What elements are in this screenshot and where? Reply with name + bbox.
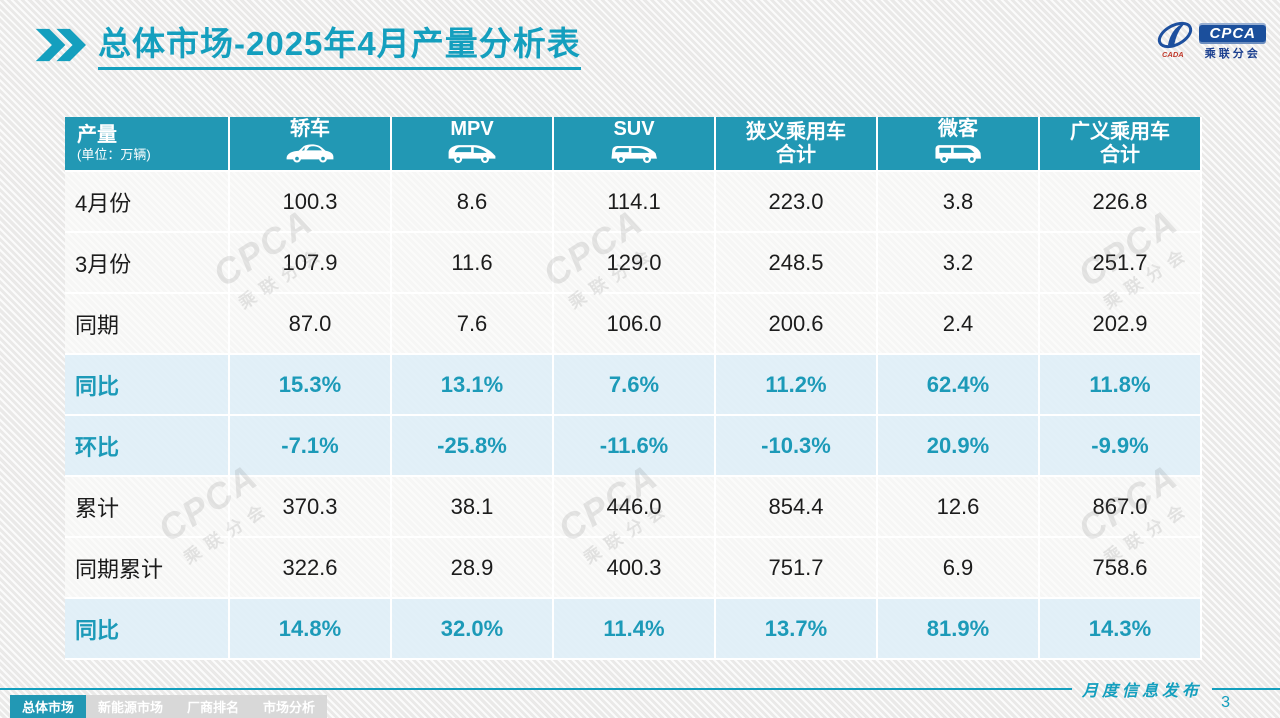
header-cell-sedan: 轿车 bbox=[230, 117, 392, 172]
data-cell: 322.6 bbox=[230, 538, 392, 599]
header-cell-mpv: MPV bbox=[392, 117, 554, 172]
data-cell: 100.3 bbox=[230, 172, 392, 233]
table-row-mom: 环比 -7.1% -25.8% -11.6% -10.3% 20.9% -9.9… bbox=[65, 416, 1202, 477]
header-cell-suv: SUV bbox=[554, 117, 716, 172]
row-label: 同期累计 bbox=[65, 538, 230, 599]
row-label: 同期 bbox=[65, 294, 230, 355]
data-cell: -9.9% bbox=[1040, 416, 1202, 477]
data-cell: 7.6 bbox=[392, 294, 554, 355]
data-cell: -11.6% bbox=[554, 416, 716, 477]
row-label: 累计 bbox=[65, 477, 230, 538]
header-cell-narrow-pv-total: 狭义乘用车 合计 bbox=[716, 117, 878, 172]
header-cell-metric: 产量 (单位：万辆) bbox=[65, 117, 230, 172]
data-cell: 107.9 bbox=[230, 233, 392, 294]
divider-line bbox=[0, 688, 1072, 690]
data-cell: 62.4% bbox=[878, 355, 1040, 416]
data-cell: 11.4% bbox=[554, 599, 716, 660]
data-cell: 11.8% bbox=[1040, 355, 1202, 416]
table-header-row: 产量 (单位：万辆) 轿车 MPV bbox=[65, 117, 1202, 172]
data-cell: 3.8 bbox=[878, 172, 1040, 233]
data-cell: 32.0% bbox=[392, 599, 554, 660]
tab-market-analysis[interactable]: 市场分析 bbox=[251, 695, 328, 718]
data-cell: 12.6 bbox=[878, 477, 1040, 538]
row-label: 3月份 bbox=[65, 233, 230, 294]
cpca-swoosh-icon: CADA bbox=[1155, 18, 1195, 65]
row-label: 同比 bbox=[65, 599, 230, 660]
table-row-cumulative: 累计 370.3 38.1 446.0 854.4 12.6 867.0 bbox=[65, 477, 1202, 538]
data-cell: -7.1% bbox=[230, 416, 392, 477]
data-cell: 202.9 bbox=[1040, 294, 1202, 355]
table-row-cumulative-yoy: 同比 14.8% 32.0% 11.4% 13.7% 81.9% 14.3% bbox=[65, 599, 1202, 660]
divider-line bbox=[1212, 688, 1280, 690]
production-table: 产量 (单位：万辆) 轿车 MPV bbox=[65, 117, 1202, 660]
data-cell: 3.2 bbox=[878, 233, 1040, 294]
data-cell: 370.3 bbox=[230, 477, 392, 538]
data-cell: 751.7 bbox=[716, 538, 878, 599]
table-row-march: 3月份 107.9 11.6 129.0 248.5 3.2 251.7 bbox=[65, 233, 1202, 294]
tab-nev-market[interactable]: 新能源市场 bbox=[86, 695, 176, 718]
data-cell: 20.9% bbox=[878, 416, 1040, 477]
microvan-icon bbox=[932, 140, 984, 169]
data-cell: 14.3% bbox=[1040, 599, 1202, 660]
data-cell: 248.5 bbox=[716, 233, 878, 294]
data-cell: 200.6 bbox=[716, 294, 878, 355]
data-cell: 81.9% bbox=[878, 599, 1040, 660]
data-cell: -25.8% bbox=[392, 416, 554, 477]
data-cell: 226.8 bbox=[1040, 172, 1202, 233]
suv-icon bbox=[608, 140, 660, 169]
data-cell: 38.1 bbox=[392, 477, 554, 538]
data-cell: 223.0 bbox=[716, 172, 878, 233]
row-label: 环比 bbox=[65, 416, 230, 477]
table-row-same-period-cumulative: 同期累计 322.6 28.9 400.3 751.7 6.9 758.6 bbox=[65, 538, 1202, 599]
page-title: 总体市场-2025年4月产量分析表 bbox=[98, 25, 581, 71]
table-row-same-period: 同期 87.0 7.6 106.0 200.6 2.4 202.9 bbox=[65, 294, 1202, 355]
tab-oem-ranking[interactable]: 厂商排名 bbox=[175, 695, 252, 718]
data-cell: 11.2% bbox=[716, 355, 878, 416]
data-cell: 400.3 bbox=[554, 538, 716, 599]
cpca-wordmark: CPCA bbox=[1199, 22, 1266, 44]
data-cell: 114.1 bbox=[554, 172, 716, 233]
page-title-row: 总体市场-2025年4月产量分析表 bbox=[34, 25, 581, 71]
row-label: 4月份 bbox=[65, 172, 230, 233]
data-cell: -10.3% bbox=[716, 416, 878, 477]
footer-tab-bar: 总体市场 新能源市场 厂商排名 市场分析 bbox=[10, 695, 328, 718]
data-cell: 867.0 bbox=[1040, 477, 1202, 538]
footer-divider: 月度信息发布 bbox=[0, 679, 1280, 700]
data-cell: 13.1% bbox=[392, 355, 554, 416]
double-chevron-icon bbox=[34, 26, 86, 69]
header-cell-microvan: 微客 bbox=[878, 117, 1040, 172]
cpca-chinese-name: 乘联分会 bbox=[1204, 47, 1261, 60]
data-cell: 8.6 bbox=[392, 172, 554, 233]
data-cell: 854.4 bbox=[716, 477, 878, 538]
data-cell: 15.3% bbox=[230, 355, 392, 416]
data-cell: 251.7 bbox=[1040, 233, 1202, 294]
sedan-icon bbox=[284, 140, 336, 169]
data-cell: 446.0 bbox=[554, 477, 716, 538]
data-cell: 11.6 bbox=[392, 233, 554, 294]
data-cell: 106.0 bbox=[554, 294, 716, 355]
table-row-april: 4月份 100.3 8.6 114.1 223.0 3.8 226.8 bbox=[65, 172, 1202, 233]
data-cell: 13.7% bbox=[716, 599, 878, 660]
mpv-icon bbox=[446, 140, 498, 169]
tab-overall-market[interactable]: 总体市场 bbox=[10, 695, 87, 718]
data-cell: 6.9 bbox=[878, 538, 1040, 599]
data-cell: 2.4 bbox=[878, 294, 1040, 355]
data-cell: 129.0 bbox=[554, 233, 716, 294]
cpca-logo: CADA CPCA 乘联分会 bbox=[1155, 18, 1266, 65]
data-cell: 87.0 bbox=[230, 294, 392, 355]
data-cell: 7.6% bbox=[554, 355, 716, 416]
table-row-yoy: 同比 15.3% 13.1% 7.6% 11.2% 62.4% 11.8% bbox=[65, 355, 1202, 416]
data-cell: 14.8% bbox=[230, 599, 392, 660]
row-label: 同比 bbox=[65, 355, 230, 416]
page-number: 3 bbox=[1221, 694, 1230, 711]
publication-label: 月度信息发布 bbox=[1082, 681, 1203, 700]
data-cell: 28.9 bbox=[392, 538, 554, 599]
data-cell: 758.6 bbox=[1040, 538, 1202, 599]
cada-label: CADA bbox=[1162, 50, 1184, 59]
header-cell-broad-pv-total: 广义乘用车 合计 bbox=[1040, 117, 1202, 172]
